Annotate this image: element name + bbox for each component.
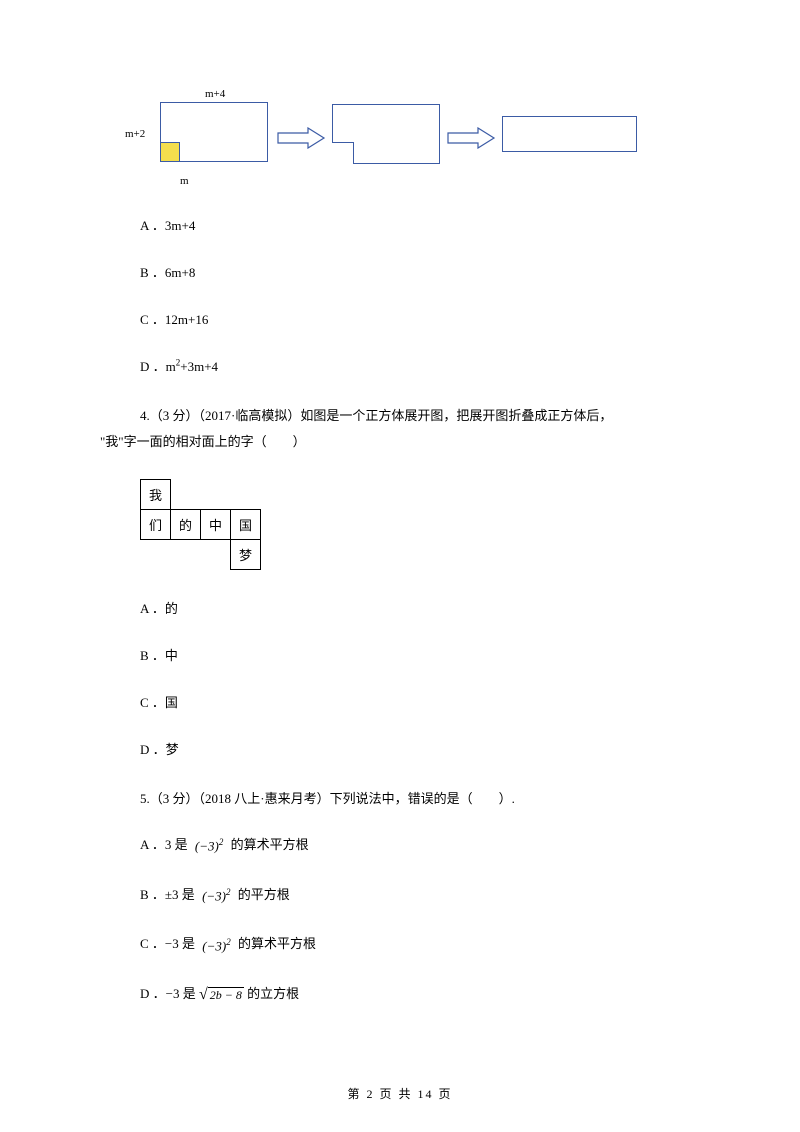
q4-option-a: A ．的 xyxy=(140,598,700,617)
q3-option-a: A ．3m+4 xyxy=(140,215,700,234)
q5-d-pre: D ．−3 是 xyxy=(140,986,199,1001)
q4-option-d: D ．梦 xyxy=(140,739,700,758)
q3-d-suffix: +3m+4 xyxy=(180,359,218,374)
shape-2-notched-rect xyxy=(332,104,440,164)
label-top: m+4 xyxy=(205,88,225,100)
q5-a-post: 的算术平方根 xyxy=(231,837,309,852)
figure-sequence: m+4 m+2 m xyxy=(150,90,700,185)
arrow-icon xyxy=(446,127,496,149)
net-cell: 国 xyxy=(231,510,261,540)
net-cell: 我 xyxy=(141,480,171,510)
q3-d-prefix: D ．m xyxy=(140,359,176,374)
q5-option-c: C ．−3 是 (−3)2 的算术平方根 xyxy=(140,933,700,955)
net-cell: 中 xyxy=(201,510,231,540)
net-cell: 梦 xyxy=(231,540,261,570)
q4-stem-line1: 4.（3 分）（2017·临高模拟）如图是一个正方体展开图，把展开图折叠成正方体… xyxy=(140,408,612,423)
label-bottom: m xyxy=(180,175,189,187)
expr-neg3-sq: (−3)2 xyxy=(198,886,234,905)
q5-c-post: 的算术平方根 xyxy=(238,936,316,951)
sqrt-body: 2b − 8 xyxy=(208,987,244,1003)
q5-b-pre: B ．±3 是 xyxy=(140,887,198,902)
q4-option-c: C ．国 xyxy=(140,692,700,711)
q5-option-b: B ．±3 是 (−3)2 的平方根 xyxy=(140,884,700,906)
q3-option-d: D ．m2+3m+4 xyxy=(140,356,700,375)
q4-stem-line2: "我"字一面的相对面上的字（ ） xyxy=(100,434,306,449)
q3-option-b: B ．6m+8 xyxy=(140,262,700,281)
q3-option-c: C ．12m+16 xyxy=(140,309,700,328)
arrow-icon xyxy=(276,127,326,149)
cube-net-figure: 我 们 的 中 国 梦 xyxy=(140,479,700,570)
q5-stem: 5.（3 分）（2018 八上·惠来月考）下列说法中，错误的是（ ）. xyxy=(140,786,700,812)
q5-c-pre: C ．−3 是 xyxy=(140,936,198,951)
label-left: m+2 xyxy=(125,128,145,140)
net-cell: 的 xyxy=(171,510,201,540)
inner-square-yellow xyxy=(160,142,180,162)
net-cell: 们 xyxy=(141,510,171,540)
q5-option-a: A ．3 是 (−3)2 的算术平方根 xyxy=(140,834,700,856)
expr-neg3-sq: (−3)2 xyxy=(191,836,227,855)
q5-d-post: 的立方根 xyxy=(247,986,299,1001)
q4-option-b: B ．中 xyxy=(140,645,700,664)
sqrt-expression: √2b − 8 xyxy=(199,986,244,1004)
q5-option-d: D ．−3 是 √2b − 8 的立方根 xyxy=(140,983,700,1004)
shape-3-long-rect xyxy=(502,116,637,152)
sqrt-icon: √ xyxy=(199,986,208,1004)
shape-1-labeled-rect: m+4 m+2 m xyxy=(150,90,270,185)
expr-neg3-sq: (−3)2 xyxy=(198,936,234,955)
q5-b-post: 的平方根 xyxy=(238,887,290,902)
page-footer: 第 2 页 共 14 页 xyxy=(0,1085,800,1102)
q4-stem: 4.（3 分）（2017·临高模拟）如图是一个正方体展开图，把展开图折叠成正方体… xyxy=(100,403,700,455)
q5-a-pre: A ．3 是 xyxy=(140,837,191,852)
